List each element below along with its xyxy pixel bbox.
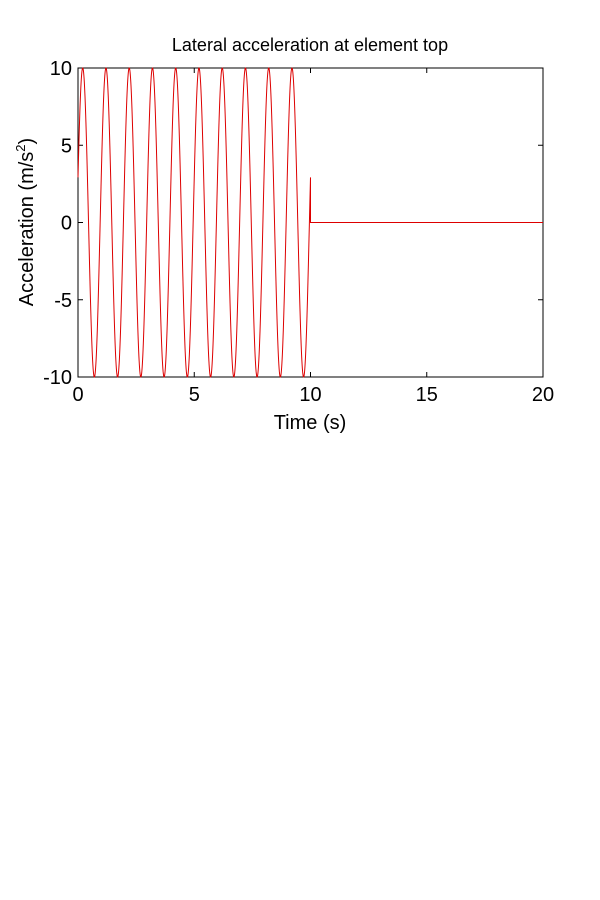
x-ticks: 0 5 10 15 20 [72, 68, 554, 406]
x-tick-label: 5 [189, 384, 200, 406]
y-tick-label: 5 [61, 135, 72, 157]
x-axis-label: Time (s) [274, 412, 347, 434]
y-axis-label-suffix: ) [16, 138, 38, 145]
series-line [77, 67, 543, 378]
x-tick-label: 20 [532, 384, 554, 406]
y-axis-label-text: Acceleration (m/s [16, 152, 38, 307]
x-tick-label: 15 [416, 384, 438, 406]
y-tick-label: -10 [43, 367, 72, 389]
y-axis-label-superscript: 2 [13, 144, 28, 151]
x-tick-label: 10 [299, 384, 321, 406]
chart-title: Lateral acceleration at element top [172, 35, 448, 55]
x-tick-label: 0 [72, 384, 83, 406]
y-tick-label: 10 [50, 58, 72, 80]
y-axis-label: Acceleration (m/s2) [13, 138, 38, 306]
y-tick-label: -5 [54, 290, 72, 312]
plot-area: 0 5 10 15 20 -10 -5 0 5 10 [43, 58, 554, 406]
y-tick-label: 0 [61, 213, 72, 235]
y-ticks: -10 -5 0 5 10 [43, 58, 543, 389]
